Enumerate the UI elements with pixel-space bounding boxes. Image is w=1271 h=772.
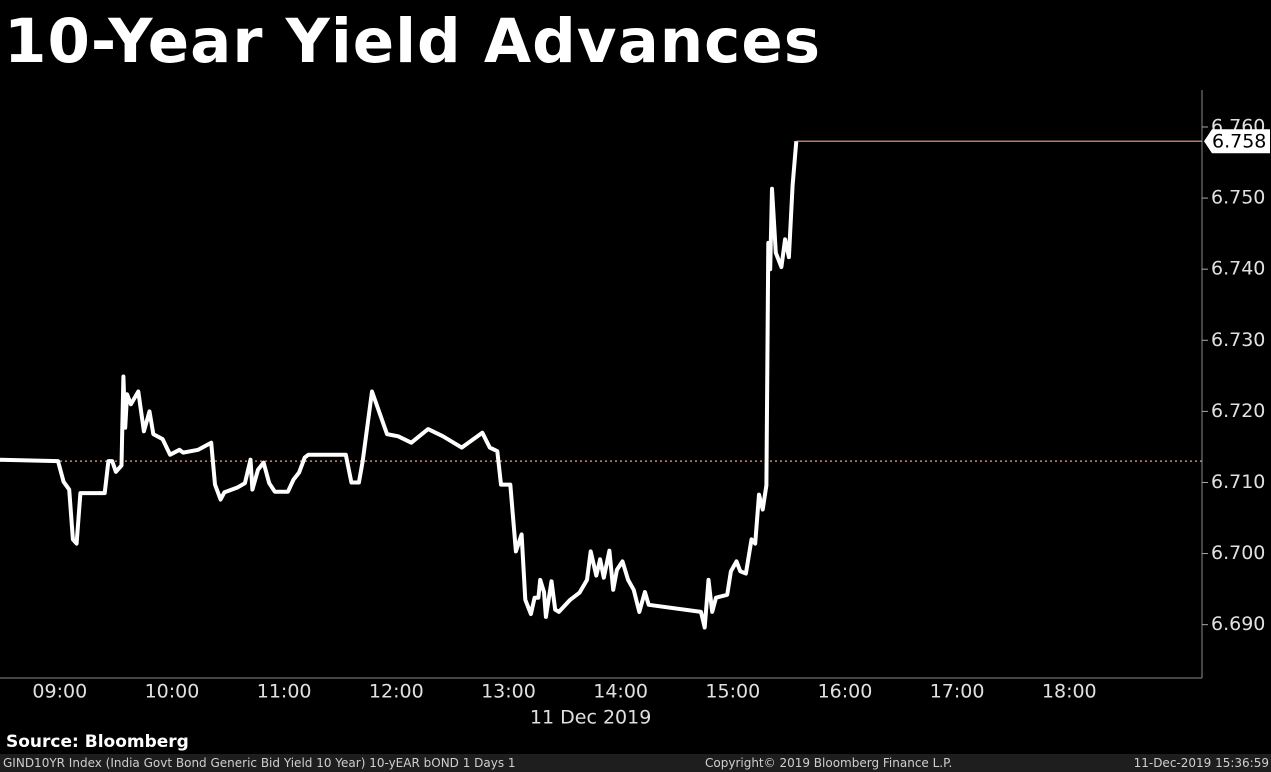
yield-line — [0, 141, 799, 630]
x-tick-label: 17:00 — [930, 681, 985, 703]
x-tick-label: 10:00 — [145, 681, 200, 703]
x-tick-label: 18:00 — [1042, 681, 1097, 703]
x-tick-label: 13:00 — [481, 681, 536, 703]
footer-left: GIND10YR Index (India Govt Bond Generic … — [3, 756, 516, 770]
x-axis-label: 11 Dec 2019 — [530, 707, 651, 729]
footer: GIND10YR Index (India Govt Bond Generic … — [0, 754, 1271, 772]
x-tick-label: 15:00 — [705, 681, 760, 703]
y-tick-label: 6.710 — [1211, 471, 1265, 493]
y-tick-label: 6.740 — [1211, 258, 1265, 280]
footer-center: Copyright© 2019 Bloomberg Finance L.P. — [705, 756, 953, 770]
y-tick-label: 6.730 — [1211, 329, 1265, 351]
source: Source: Bloomberg — [6, 732, 189, 752]
chart-title: 10-Year Yield Advances — [4, 6, 821, 77]
x-tick-label: 16:00 — [818, 681, 873, 703]
y-tick-label: 6.700 — [1211, 542, 1265, 564]
last-value-label: 6.758 — [1212, 131, 1266, 153]
last-value-box — [1204, 129, 1270, 154]
y-tick-label: 6.750 — [1211, 187, 1265, 209]
y-tick-label: 6.720 — [1211, 400, 1265, 422]
x-tick-label: 11:00 — [257, 681, 312, 703]
footer-right: 11-Dec-2019 15:36:59 — [1133, 756, 1269, 770]
x-tick-label: 09:00 — [32, 681, 87, 703]
x-tick-label: 12:00 — [369, 681, 424, 703]
y-tick-label: 6.690 — [1211, 613, 1265, 635]
x-tick-label: 14:00 — [593, 681, 648, 703]
